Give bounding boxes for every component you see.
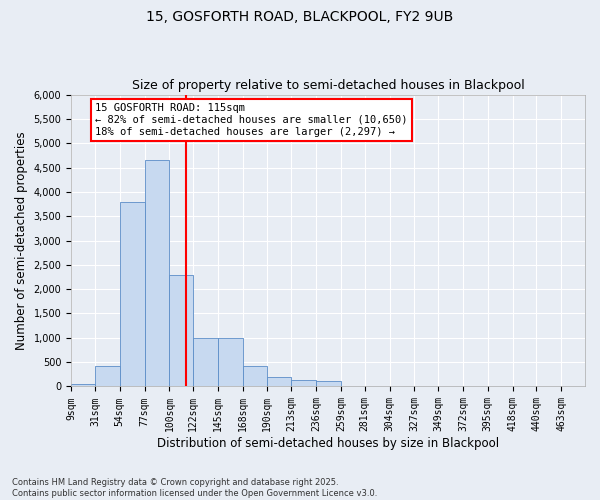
Bar [145,160,169,386]
Title: Size of property relative to semi-detached houses in Blackpool: Size of property relative to semi-detach… [132,79,524,92]
Bar [316,380,341,386]
Bar [95,366,120,386]
Text: 15, GOSFORTH ROAD, BLACKPOOL, FY2 9UB: 15, GOSFORTH ROAD, BLACKPOOL, FY2 9UB [146,10,454,24]
Bar [218,338,243,386]
Bar [120,202,145,386]
Y-axis label: Number of semi-detached properties: Number of semi-detached properties [15,131,28,350]
Text: 15 GOSFORTH ROAD: 115sqm
← 82% of semi-detached houses are smaller (10,650)
18% : 15 GOSFORTH ROAD: 115sqm ← 82% of semi-d… [95,104,407,136]
Bar [266,376,292,386]
Text: Contains HM Land Registry data © Crown copyright and database right 2025.
Contai: Contains HM Land Registry data © Crown c… [12,478,377,498]
Bar [292,380,316,386]
Bar [243,366,266,386]
Bar [193,338,218,386]
Bar [71,384,95,386]
Bar [169,274,193,386]
X-axis label: Distribution of semi-detached houses by size in Blackpool: Distribution of semi-detached houses by … [157,437,499,450]
